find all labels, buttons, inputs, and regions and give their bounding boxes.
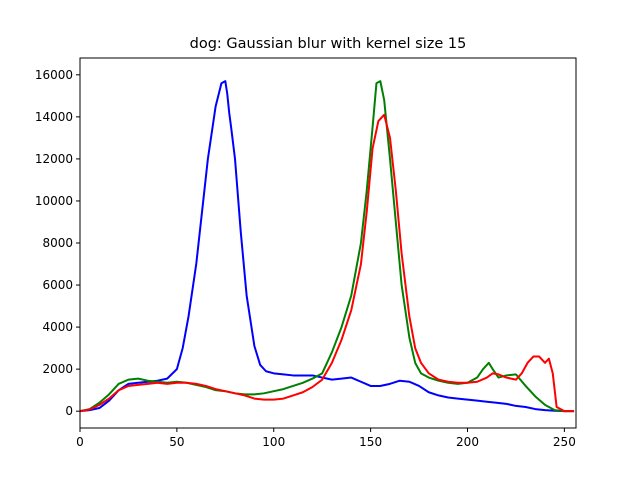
series-line-0 [80,80,575,413]
y-tick-label: 16000 [35,68,73,82]
y-tick-label: 6000 [42,278,73,292]
x-tick-label: 250 [553,435,576,449]
y-tick-label: 8000 [42,236,73,250]
y-tick-label: 2000 [42,362,73,376]
plot-frame [79,57,577,429]
x-tick-label: 200 [456,435,479,449]
chart-title: dog: Gaussian blur with kernel size 15 [190,36,467,52]
x-axis: 0 50 100 150 200 250 [76,428,576,449]
y-axis: 0 2000 4000 6000 8000 10000 12000 14000 16000 [35,68,80,418]
x-tick-label: 100 [262,435,285,449]
y-tick-label: 10000 [35,194,73,208]
y-tick-label: 4000 [42,320,73,334]
y-tick-label: 0 [65,404,73,418]
y-tick-label: 12000 [35,152,73,166]
x-tick-label: 50 [169,435,184,449]
y-tick-label: 14000 [35,110,73,124]
x-tick-label: 150 [359,435,382,449]
plot-area [79,57,577,429]
series-line-2 [80,113,575,413]
x-tick-label: 0 [76,435,84,449]
series-line-1 [80,80,575,413]
